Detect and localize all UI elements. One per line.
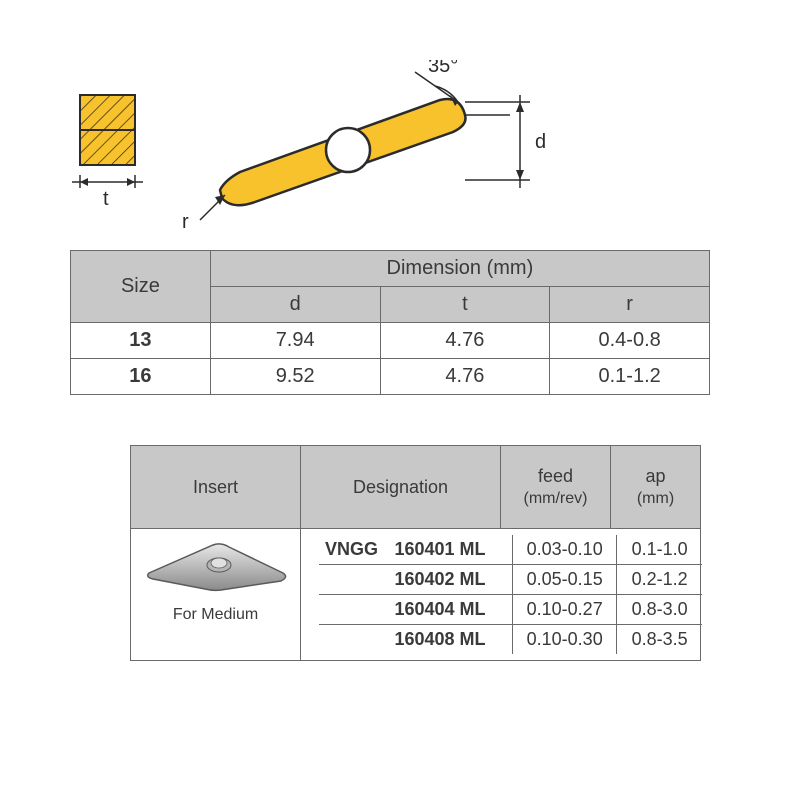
table-row: 160408 ML0.10-0.300.8-3.5 xyxy=(319,625,702,655)
code-cell: 160408 ML xyxy=(388,625,512,655)
r-label: r xyxy=(182,211,189,233)
insert-caption: For Medium xyxy=(139,606,292,624)
t-cell: 4.76 xyxy=(380,323,550,359)
feed-cell: 0.10-0.30 xyxy=(513,625,617,655)
series-cell xyxy=(319,595,388,625)
feed-cell: 0.05-0.15 xyxy=(513,565,617,595)
series-cell xyxy=(319,625,388,655)
t-cell: 4.76 xyxy=(380,359,550,395)
angle-label: 35° xyxy=(428,60,458,77)
dimension-column-header: d xyxy=(210,287,380,323)
feed-cell: 0.03-0.10 xyxy=(513,535,617,565)
dimension-column-header: t xyxy=(380,287,550,323)
table-row: VNGG160401 ML0.03-0.100.1-1.0 xyxy=(319,535,702,565)
top-view-diagram: r 35° d xyxy=(182,60,546,233)
d-label: d xyxy=(535,131,546,153)
code-cell: 160401 ML xyxy=(388,535,512,565)
insert-render-icon xyxy=(141,535,291,595)
ap-cell: 0.8-3.5 xyxy=(617,625,702,655)
code-cell: 160404 ML xyxy=(388,595,512,625)
d-cell: 9.52 xyxy=(210,359,380,395)
size-header: Size xyxy=(71,251,211,323)
dimension-table: Size Dimension (mm) dtr 137.944.760.4-0.… xyxy=(70,250,710,395)
size-cell: 13 xyxy=(71,323,211,359)
r-cell: 0.4-0.8 xyxy=(550,323,710,359)
table-row: 137.944.760.4-0.8 xyxy=(71,323,710,359)
ap-cell: 0.8-3.0 xyxy=(617,595,702,625)
series-cell: VNGG xyxy=(319,535,388,565)
designation-body: VNGG160401 ML0.03-0.100.1-1.0160402 ML0.… xyxy=(301,529,701,661)
side-view-diagram: t xyxy=(72,95,143,210)
table-row: 169.524.760.1-1.2 xyxy=(71,359,710,395)
ap-cell: 0.2-1.2 xyxy=(617,565,702,595)
dimension-column-header: r xyxy=(550,287,710,323)
ap-header: ap (mm) xyxy=(611,446,701,529)
technical-diagram: t r 35° xyxy=(60,60,720,240)
series-cell xyxy=(319,565,388,595)
dimension-header: Dimension (mm) xyxy=(210,251,709,287)
feed-header: feed (mm/rev) xyxy=(501,446,611,529)
d-cell: 7.94 xyxy=(210,323,380,359)
ap-cell: 0.1-1.0 xyxy=(617,535,702,565)
insert-image-cell: For Medium xyxy=(131,529,301,661)
insert-header: Insert xyxy=(131,446,301,529)
code-cell: 160402 ML xyxy=(388,565,512,595)
insert-table: Insert Designation feed (mm/rev) ap (mm) xyxy=(130,445,701,661)
designation-header: Designation xyxy=(301,446,501,529)
table-row: 160404 ML0.10-0.270.8-3.0 xyxy=(319,595,702,625)
t-label: t xyxy=(103,188,109,210)
feed-cell: 0.10-0.27 xyxy=(513,595,617,625)
r-cell: 0.1-1.2 xyxy=(550,359,710,395)
table-row: 160402 ML0.05-0.150.2-1.2 xyxy=(319,565,702,595)
size-cell: 16 xyxy=(71,359,211,395)
